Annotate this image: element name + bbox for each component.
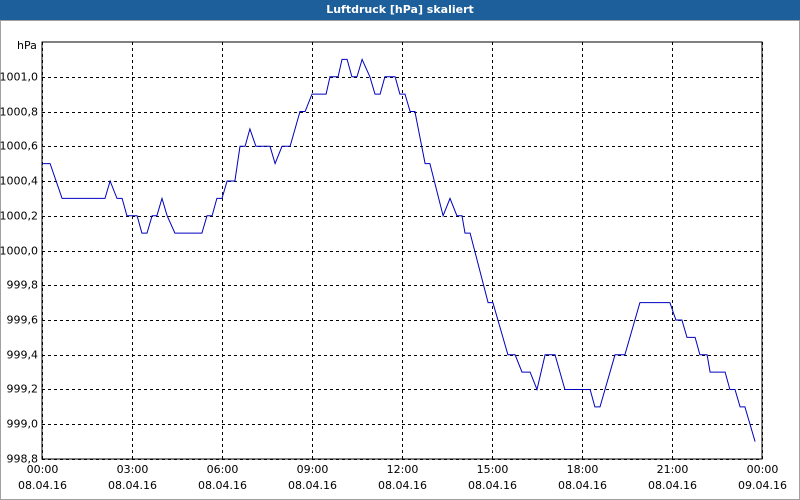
window-frame xyxy=(0,20,800,500)
y-tick-label: 999,6 xyxy=(7,314,39,327)
x-tick-label: 15:00 08.04.16 xyxy=(468,463,517,492)
x-tick-label: 06:00 08.04.16 xyxy=(198,463,247,492)
y-tick-label: 999,2 xyxy=(7,383,39,396)
x-tick-label: 00:00 08.04.16 xyxy=(18,463,67,492)
y-tick-label: 1000,8 xyxy=(0,106,38,119)
x-tick-label: 09:00 08.04.16 xyxy=(288,463,337,492)
line xyxy=(42,57,756,442)
y-tick-label: 998,8 xyxy=(7,453,39,466)
x-tick-label: 00:00 09.04.16 xyxy=(738,463,787,492)
y-tick-label: 999,0 xyxy=(7,418,39,431)
x-tick-label: 03:00 08.04.16 xyxy=(108,463,157,492)
y-tick-label: 1000,4 xyxy=(0,175,38,188)
y-tick-label: 999,4 xyxy=(7,349,39,362)
y-axis-label: hPa xyxy=(17,39,37,52)
x-tick-label: 18:00 08.04.16 xyxy=(558,463,607,492)
y-tick-label: 1000,2 xyxy=(0,210,38,223)
y-tick-label: 999,8 xyxy=(7,279,39,292)
x-tick-label: 21:00 08.04.16 xyxy=(648,463,697,492)
y-tick-label: 1000,0 xyxy=(0,245,38,258)
y-tick-label: 1001,0 xyxy=(0,71,38,84)
y-tick-label: 1000,6 xyxy=(0,140,38,153)
x-tick-label: 12:00 08.04.16 xyxy=(378,463,427,492)
title-bar: Luftdruck [hPa] skaliert xyxy=(0,0,800,20)
